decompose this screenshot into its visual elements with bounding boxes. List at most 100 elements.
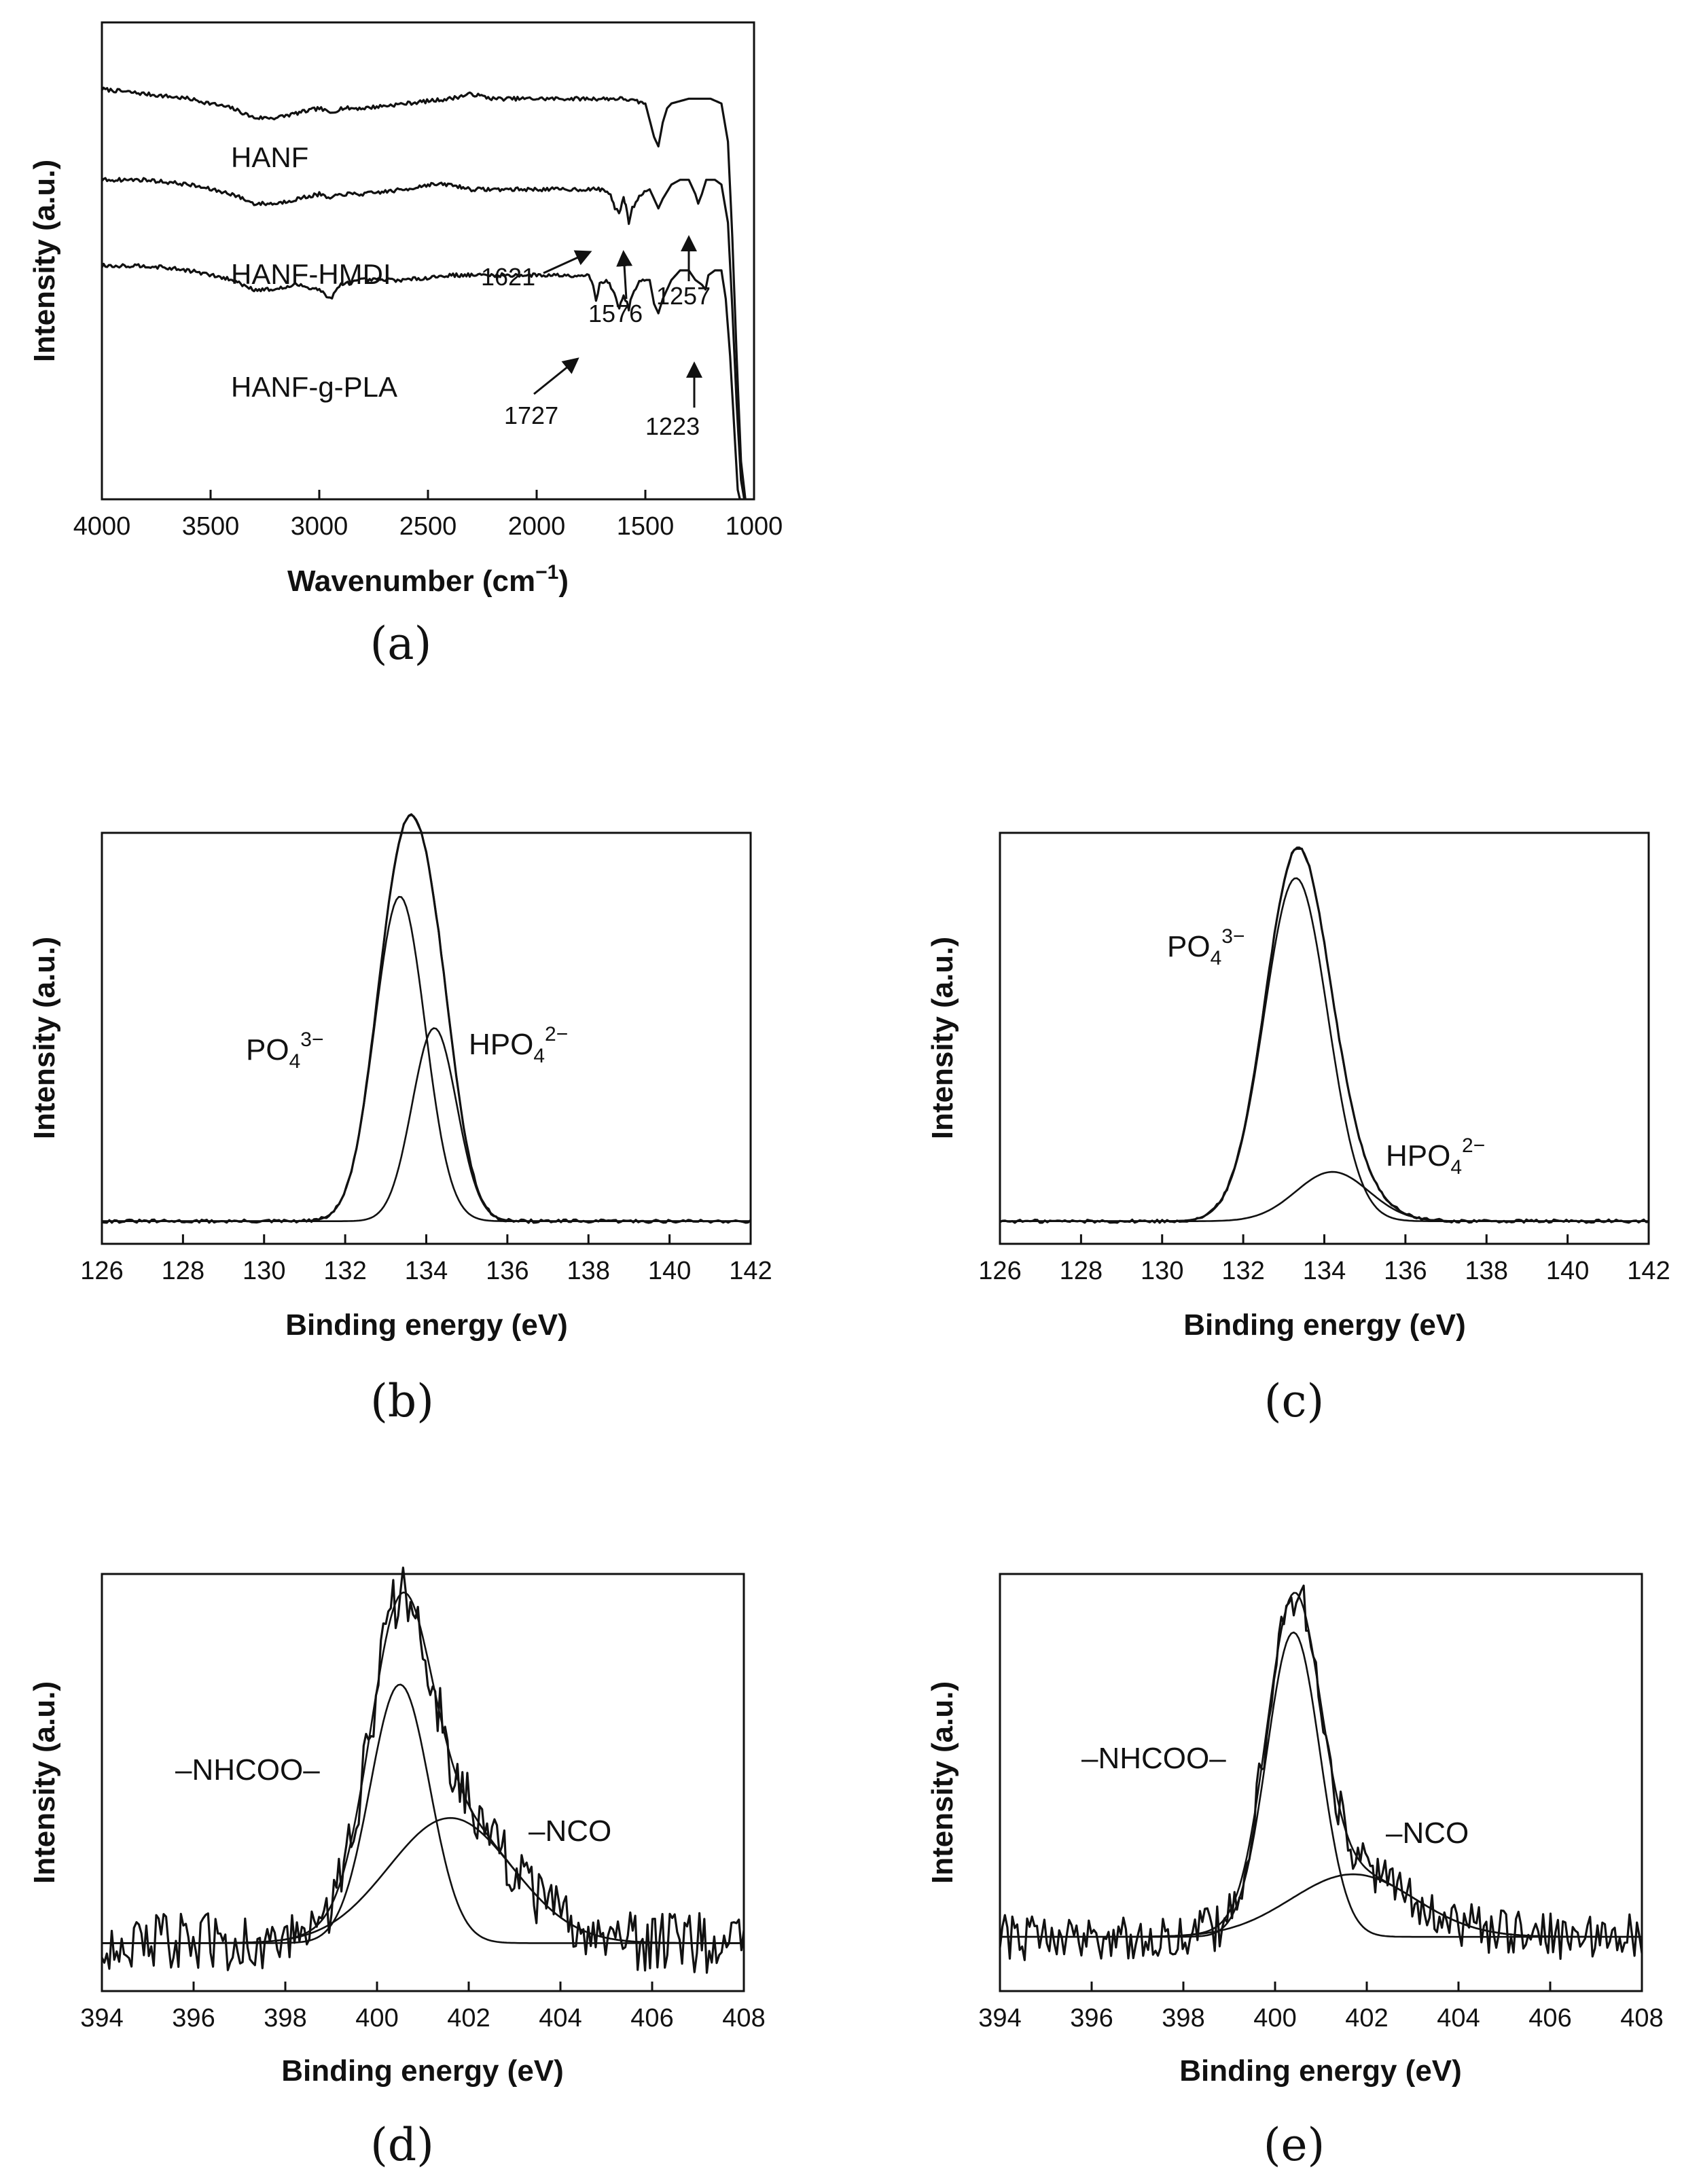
series-label-hanf: HANF	[231, 141, 308, 173]
panel-e-xps-chart: 394 396 398 400 402 404 406 408 Binding energy …	[926, 1573, 1664, 2171]
plot-frame	[999, 1573, 1643, 1992]
series-group	[101, 813, 752, 1224]
x-tick-label: 132	[323, 1257, 366, 1285]
x-tick-label: 142	[1627, 1257, 1670, 1285]
x-axis-title: Wavenumber (cm−1)	[287, 561, 569, 598]
panel-c-xps-chart: 126 128 130 132 134 136 138 140 142 Binding ener…	[926, 831, 1670, 1427]
peak-label-hpo4: HPO42−	[469, 1023, 568, 1067]
fit-envelope-line	[1000, 846, 1649, 1222]
peak-component-2-line	[1000, 1170, 1649, 1222]
x-tick-label: 400	[1253, 2004, 1296, 2033]
series-group	[999, 1584, 1643, 1961]
series-label-hanf-hmdi: HANF-HMDI	[231, 258, 391, 290]
annotation-1576: 1576	[588, 300, 643, 327]
x-tick-label: 3000	[291, 512, 348, 541]
y-axis-title: Intensity (a.u.)	[28, 1681, 61, 1884]
annotation-1257: 1257	[656, 282, 711, 310]
x-tick-label: 130	[1141, 1257, 1183, 1285]
annotation-arrow-1727	[533, 357, 579, 395]
y-axis-title: Intensity (a.u.)	[926, 1681, 959, 1884]
y-axis-title: Intensity (a.u.)	[28, 937, 61, 1139]
x-tick-label: 408	[722, 2004, 765, 2033]
panel-a-ftir-chart: 4000 3500 3000 2500 2000 1500 1000 Wavenumber …	[28, 21, 783, 670]
panel-label-c: (c)	[1264, 1375, 1324, 1427]
x-tick-label: 1500	[617, 512, 675, 541]
raw-spectrum-line	[101, 1567, 745, 1974]
x-axis-ticks: 126 128 130 132 134 136 138 140 142	[80, 1234, 772, 1285]
x-tick-label: 3500	[182, 512, 240, 541]
series-label-hanf-g-pla: HANF-g-PLA	[231, 371, 397, 403]
peak-label-po4: PO43−	[246, 1028, 323, 1073]
peak-label-hpo4: HPO42−	[1386, 1134, 1485, 1179]
peak-label-nhcoo: –NHCOO–	[175, 1753, 320, 1787]
x-tick-label: 394	[80, 2004, 123, 2033]
x-axis-ticks: 126 128 130 132 134 136 138 140 142	[978, 1234, 1670, 1285]
series-group	[101, 1567, 745, 1974]
peak-component-2-line	[102, 1816, 744, 1944]
series-line-hanf-g-pla	[101, 262, 741, 500]
peak-component-1-line	[1000, 877, 1649, 1222]
panel-d-xps-chart: 394 396 398 400 402 404 406 408 Binding energy …	[28, 1567, 766, 2171]
x-axis-ticks: 4000 3500 3000 2500 2000 1500 1000	[73, 490, 783, 541]
x-tick-label: 2500	[399, 512, 457, 541]
x-tick-label: 2000	[508, 512, 566, 541]
x-tick-label: 134	[405, 1257, 448, 1285]
annotation-1727: 1727	[504, 401, 558, 429]
annotation-arrow-1621	[543, 250, 592, 274]
x-tick-label: 394	[978, 2004, 1021, 2033]
raw-spectrum-line	[999, 847, 1649, 1224]
peak-label-nhcoo: –NHCOO–	[1081, 1742, 1226, 1775]
x-tick-label: 398	[264, 2004, 306, 2033]
x-tick-label: 406	[630, 2004, 673, 2033]
x-tick-label: 130	[243, 1257, 285, 1285]
peak-component-1-line	[102, 895, 751, 1222]
x-tick-label: 136	[486, 1257, 529, 1285]
x-tick-label: 138	[1465, 1257, 1508, 1285]
y-axis-title: Intensity (a.u.)	[926, 937, 959, 1139]
x-tick-label: 140	[648, 1257, 691, 1285]
x-tick-label: 398	[1162, 2004, 1204, 2033]
x-tick-label: 132	[1221, 1257, 1264, 1285]
panel-label-a: (a)	[370, 617, 432, 670]
x-tick-label: 396	[172, 2004, 215, 2033]
x-tick-label: 142	[729, 1257, 772, 1285]
x-tick-label: 136	[1384, 1257, 1427, 1285]
series-line-hanf-hmdi	[101, 177, 746, 500]
x-tick-label: 138	[567, 1257, 610, 1285]
x-tick-label: 4000	[73, 512, 131, 541]
peak-component-2-line	[102, 1027, 751, 1222]
panel-label-b: (b)	[370, 1375, 434, 1427]
raw-spectrum-line	[101, 813, 752, 1224]
peak-component-2-line	[1000, 1873, 1642, 1938]
x-tick-label: 400	[355, 2004, 398, 2033]
x-tick-label: 134	[1303, 1257, 1346, 1285]
plot-frame	[101, 1573, 745, 1992]
x-tick-label: 1000	[726, 512, 783, 541]
panel-b-xps-chart: 126 128 130 132 134 136 138 140 142 Binding ener…	[28, 813, 772, 1427]
y-axis-title: Intensity (a.u.)	[28, 160, 61, 362]
series-group	[999, 846, 1649, 1224]
plot-frame	[999, 831, 1650, 1245]
x-axis-title: Binding energy (eV)	[1179, 2054, 1462, 2088]
peak-label-po4: PO43−	[1167, 925, 1245, 969]
peak-component-1-line	[1000, 1631, 1642, 1938]
x-tick-label: 128	[1060, 1257, 1103, 1285]
x-tick-label: 126	[978, 1257, 1021, 1285]
x-axis-title: Binding energy (eV)	[281, 2054, 564, 2088]
annotation-1621: 1621	[481, 263, 535, 291]
panel-label-e: (e)	[1264, 2119, 1325, 2171]
series-line-hanf	[101, 86, 747, 500]
x-tick-label: 126	[80, 1257, 123, 1285]
annotation-arrow-1576	[616, 250, 633, 300]
x-tick-label: 406	[1528, 2004, 1571, 2033]
panel-label-d: (d)	[370, 2119, 434, 2171]
peak-label-nco: –NCO	[1386, 1816, 1469, 1850]
peak-label-nco: –NCO	[529, 1814, 611, 1848]
x-tick-label: 140	[1546, 1257, 1589, 1285]
series-group	[101, 86, 747, 500]
peak-component-1-line	[102, 1683, 744, 1944]
x-tick-label: 404	[1437, 2004, 1480, 2033]
x-axis-title: Binding energy (eV)	[285, 1308, 568, 1342]
x-tick-label: 402	[1345, 2004, 1388, 2033]
